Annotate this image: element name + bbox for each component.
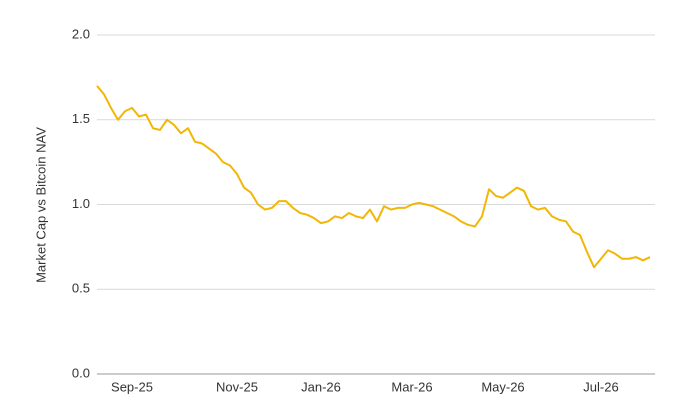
line-series (96, 85, 651, 269)
y-tick-label: 1.5 (72, 111, 90, 126)
y-tick-label: 1.0 (72, 196, 90, 211)
x-tick-label: Jan-26 (301, 379, 341, 394)
y-axis-label: Market Cap vs Bitcoin NAV (33, 127, 48, 283)
y-tick-label: 0.5 (72, 281, 90, 296)
y-tick-label: 2.0 (72, 26, 90, 41)
x-tick-label: Mar-26 (391, 379, 432, 394)
x-tick-label: Nov-25 (216, 379, 258, 394)
x-tick-label: Sep-25 (111, 379, 153, 394)
x-tick-label: May-26 (481, 379, 524, 394)
y-tick-label: 0.0 (72, 365, 90, 380)
x-tick-label: Jul-26 (583, 379, 618, 394)
